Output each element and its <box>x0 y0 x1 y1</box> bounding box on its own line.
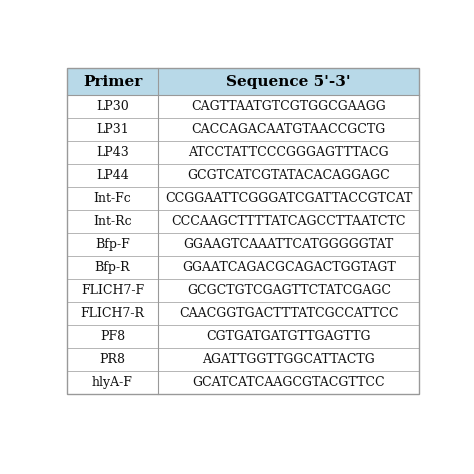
Text: FLICH7-R: FLICH7-R <box>81 307 145 320</box>
Text: PR8: PR8 <box>100 353 126 366</box>
Text: CGTGATGATGTTGAGTTG: CGTGATGATGTTGAGTTG <box>207 330 371 343</box>
Text: LP44: LP44 <box>96 169 129 182</box>
Text: ATCCTATTCCCGGGAGTTTACG: ATCCTATTCCCGGGAGTTTACG <box>189 146 389 159</box>
Text: LP43: LP43 <box>96 146 129 159</box>
Bar <box>66 68 419 394</box>
Text: Int-Rc: Int-Rc <box>93 215 132 228</box>
Text: CCCAAGCTTTTATCAGCCTTAATCTC: CCCAAGCTTTTATCAGCCTTAATCTC <box>172 215 406 228</box>
Text: CAGTTAATGTCGTGGCGAAGG: CAGTTAATGTCGTGGCGAAGG <box>191 100 386 113</box>
Text: FLICH7-F: FLICH7-F <box>81 284 144 297</box>
Text: PF8: PF8 <box>100 330 125 343</box>
Text: Int-Fc: Int-Fc <box>93 192 131 205</box>
Text: Bfp-R: Bfp-R <box>95 261 130 274</box>
Text: AGATTGGTTGGCATTACTG: AGATTGGTTGGCATTACTG <box>202 353 375 366</box>
Text: hlyA-F: hlyA-F <box>92 376 133 389</box>
Text: GCATCATCAAGCGTACGTTCC: GCATCATCAAGCGTACGTTCC <box>192 376 385 389</box>
Bar <box>66 68 419 95</box>
Text: GCGTCATCGTATACACAGGAGC: GCGTCATCGTATACACAGGAGC <box>187 169 390 182</box>
Text: CACCAGACAATGTAACCGCTG: CACCAGACAATGTAACCGCTG <box>191 123 386 136</box>
Text: Sequence 5'-3': Sequence 5'-3' <box>227 74 351 89</box>
Text: Bfp-F: Bfp-F <box>95 238 130 251</box>
Text: GGAATCAGACGCAGACTGGTAGT: GGAATCAGACGCAGACTGGTAGT <box>182 261 396 274</box>
Text: CCGGAATTCGGGATCGATTACCGTCAT: CCGGAATTCGGGATCGATTACCGTCAT <box>165 192 412 205</box>
Text: GGAAGTCAAATTCATGGGGGTAT: GGAAGTCAAATTCATGGGGGTAT <box>183 238 394 251</box>
Text: Primer: Primer <box>83 74 142 89</box>
Text: LP31: LP31 <box>96 123 129 136</box>
Text: LP30: LP30 <box>96 100 129 113</box>
Text: GCGCTGTCGAGTTCTATCGAGC: GCGCTGTCGAGTTCTATCGAGC <box>187 284 391 297</box>
Text: CAACGGTGACTTTATCGCCATTCC: CAACGGTGACTTTATCGCCATTCC <box>179 307 399 320</box>
